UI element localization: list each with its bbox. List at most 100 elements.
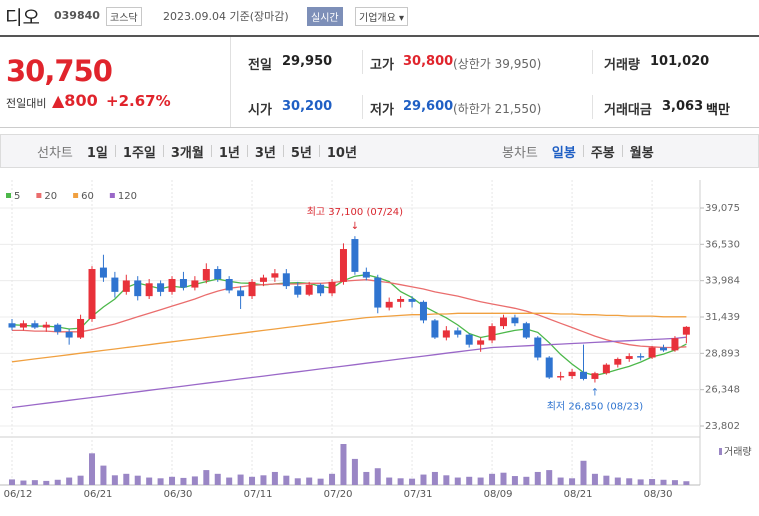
chart: 23,802 26,348 28,893 31,439 33,984 36,530 39,0… — [0, 180, 752, 500]
info-note: (하한가 21,550) — [453, 102, 542, 116]
info-label: 거래량 — [604, 58, 640, 73]
candle-body — [465, 334, 473, 345]
divider — [362, 50, 363, 74]
y-tick-label: 33,984 — [705, 276, 740, 287]
volume-bar — [237, 474, 244, 485]
candle-body — [625, 356, 633, 359]
candle-body — [271, 273, 279, 278]
candle-body — [374, 277, 382, 308]
divider — [592, 95, 593, 119]
candle-body — [65, 331, 73, 338]
legend-label: 20 — [44, 191, 57, 202]
period-button[interactable]: 1일 — [86, 146, 108, 161]
candle-body — [419, 301, 427, 321]
volume-bar — [683, 481, 690, 485]
candle-body — [77, 318, 85, 338]
period-button[interactable]: 1주일 — [122, 146, 156, 161]
volume-bar — [157, 478, 164, 485]
candle-body — [488, 326, 496, 341]
volume-bar — [557, 477, 564, 485]
candle-body — [339, 249, 347, 282]
y-tick-label: 26,348 — [705, 385, 740, 396]
candle-body — [614, 358, 622, 365]
legend-swatch — [36, 193, 42, 198]
volume-bar — [409, 478, 416, 485]
separator — [162, 145, 164, 157]
legend-label: 60 — [81, 191, 94, 202]
legend-swatch — [109, 193, 115, 198]
y-tick-label: 36,530 — [705, 239, 740, 250]
period-button[interactable]: 일봉 — [551, 146, 576, 161]
period-button[interactable]: 5년 — [290, 146, 312, 161]
volume-bar — [340, 444, 347, 485]
legend-label: 5 — [14, 191, 20, 202]
separator — [582, 145, 584, 157]
y-tick-label: 39,075 — [705, 203, 740, 214]
candle-body — [317, 284, 325, 294]
change-label: 전일대비 — [6, 97, 47, 110]
realtime-button[interactable]: 실시간 — [307, 7, 343, 26]
period-button[interactable]: 3년 — [254, 146, 276, 161]
candle-body — [259, 277, 267, 282]
volume-bar — [283, 475, 290, 485]
info-unit: 백만 — [706, 103, 730, 118]
x-tick-label: 08/21 — [564, 489, 593, 500]
info-label: 거래대금 — [604, 103, 652, 118]
volume-bar — [637, 479, 644, 485]
period-button[interactable]: 월봉 — [629, 146, 654, 161]
x-tick-label: 08/09 — [484, 489, 513, 500]
volume-bar — [31, 480, 38, 485]
candle-body — [660, 347, 668, 351]
volume-bar — [180, 477, 187, 485]
moving-average-line — [12, 279, 687, 349]
volume-bar — [260, 475, 267, 485]
base-date: 2023.09.04 기준(장마감) — [163, 10, 289, 23]
candle-body — [499, 317, 507, 327]
volume-bar — [66, 477, 73, 485]
candle-body — [88, 269, 96, 319]
candle-body — [682, 326, 690, 335]
volume-bar — [20, 480, 27, 485]
candle-body — [431, 320, 439, 338]
volume-bar — [111, 475, 118, 485]
info-value: 101,020 — [650, 54, 710, 69]
candle-body — [591, 373, 599, 379]
period-button[interactable]: 10년 — [326, 146, 357, 161]
candle-body — [351, 239, 359, 272]
volume-bar — [626, 478, 633, 485]
candle-body — [179, 279, 187, 288]
toolbar-label: 선차트 — [37, 146, 73, 161]
x-tick-label: 07/11 — [244, 489, 273, 500]
candle-body — [385, 301, 393, 308]
y-tick-label: 28,893 — [705, 348, 740, 359]
candle-body — [42, 324, 50, 328]
x-tick-label: 07/31 — [404, 489, 433, 500]
change-rate: +2.67% — [106, 92, 171, 110]
candle-body — [168, 279, 176, 292]
period-button[interactable]: 주봉 — [590, 146, 615, 161]
volume-bar — [443, 475, 450, 485]
period-button[interactable]: 1년 — [218, 146, 240, 161]
separator — [114, 145, 116, 157]
low-annotation: 최저 26,850 (08/23) — [547, 400, 643, 412]
volume-bar — [511, 476, 518, 485]
high-annotation: 최고 37,100 (07/24) — [307, 206, 403, 218]
candle-body — [157, 283, 165, 292]
volume-bar — [77, 475, 84, 485]
candle-body — [122, 280, 130, 292]
separator — [246, 145, 248, 157]
volume-bar — [226, 477, 233, 485]
volume-bar — [271, 471, 278, 485]
period-button[interactable]: 3개월 — [170, 146, 204, 161]
volume-bar — [134, 475, 141, 485]
volume-bar — [591, 473, 598, 485]
volume-bar — [89, 453, 96, 485]
separator — [318, 145, 320, 157]
candle-body — [477, 340, 485, 345]
y-tick-label: 23,802 — [705, 421, 740, 432]
company-button[interactable]: 기업개요 ▾ — [355, 7, 408, 26]
current-price: 30,750 — [6, 54, 113, 88]
line-periods: 선차트 1일 1주일 3개월 1년 3년 5년 10년 — [37, 142, 357, 161]
candle-periods: 봉차트 일봉 주봉 월봉 — [502, 142, 654, 161]
candle-body — [454, 330, 462, 335]
